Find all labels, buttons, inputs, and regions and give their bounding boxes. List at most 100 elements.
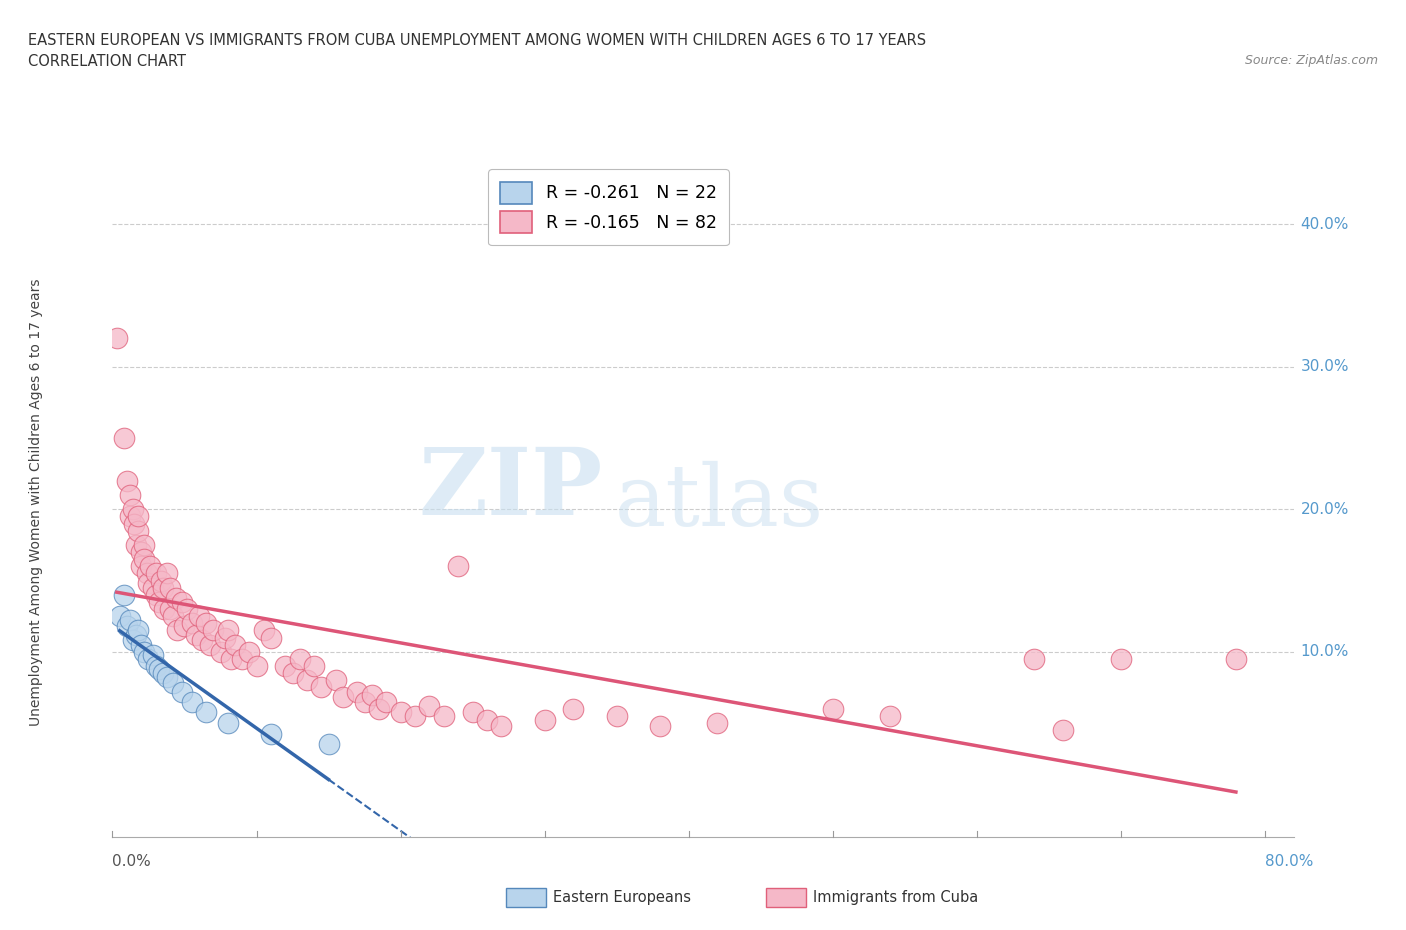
Text: CORRELATION CHART: CORRELATION CHART [28,54,186,69]
Point [418,698,440,713]
Point [112,588,135,603]
Point [375,694,398,709]
Point [1109,652,1132,667]
Point [115,618,138,633]
Point [153,602,176,617]
Point [159,602,181,617]
Point [152,666,174,681]
Text: 80.0%: 80.0% [1265,854,1313,870]
Point [134,644,156,659]
Text: ZIP: ZIP [419,444,603,534]
Text: 0.0%: 0.0% [112,854,152,870]
Point [346,684,368,699]
Point [224,637,246,652]
Point [136,566,159,581]
Point [162,609,184,624]
Point [311,680,333,695]
Point [148,661,170,676]
Point [142,580,165,595]
Point [447,559,470,574]
Point [112,431,135,445]
Point [202,623,225,638]
Point [121,502,143,517]
Point [180,694,202,709]
Point [129,545,152,560]
Point [108,609,131,624]
Point [170,594,193,609]
Point [127,509,149,524]
Point [152,580,174,595]
Point [118,487,141,502]
Text: Source: ZipAtlas.com: Source: ZipAtlas.com [1244,54,1378,67]
Point [159,580,181,595]
Point [121,633,143,648]
Point [260,631,283,645]
Point [475,712,498,727]
Point [404,709,426,724]
Point [368,701,391,716]
Point [238,644,260,659]
Point [274,658,297,673]
Point [127,524,149,538]
Point [122,516,145,531]
Point [389,704,412,719]
Point [1024,652,1046,667]
Point [139,559,162,574]
Text: 10.0%: 10.0% [1301,644,1350,659]
Point [353,694,375,709]
Point [360,687,382,702]
Point [138,576,160,591]
Point [1052,723,1074,737]
Point [173,618,195,633]
Point [325,672,347,687]
Point [245,658,267,673]
Point [105,331,128,346]
Point [129,559,152,574]
Point [150,573,173,588]
Point [433,709,456,724]
Point [156,670,179,684]
Point [217,623,239,638]
Text: Unemployment Among Women with Children Ages 6 to 17 years: Unemployment Among Women with Children A… [28,278,42,726]
Point [148,594,170,609]
Point [533,712,555,727]
Point [200,637,222,652]
Point [124,627,146,642]
Point [129,637,152,652]
Point [562,701,585,716]
Point [162,676,184,691]
Point [142,647,165,662]
Point [138,652,160,667]
Point [821,701,844,716]
Point [118,613,141,628]
Point [295,672,318,687]
Point [1225,652,1247,667]
Legend: R = -0.261   N = 22, R = -0.165   N = 82: R = -0.261 N = 22, R = -0.165 N = 82 [488,169,728,246]
Point [231,652,253,667]
Point [134,538,156,552]
Text: 40.0%: 40.0% [1301,217,1350,232]
Point [706,715,728,730]
Point [491,719,513,734]
Point [260,727,283,742]
Point [134,551,156,566]
Point [145,588,167,603]
Point [648,719,671,734]
Point [281,666,304,681]
Text: EASTERN EUROPEAN VS IMMIGRANTS FROM CUBA UNEMPLOYMENT AMONG WOMEN WITH CHILDREN : EASTERN EUROPEAN VS IMMIGRANTS FROM CUBA… [28,33,927,47]
Point [156,566,179,581]
Point [219,652,242,667]
Point [170,684,193,699]
Point [195,616,218,631]
Point [332,690,354,705]
Point [606,709,628,724]
Text: 30.0%: 30.0% [1301,359,1350,375]
Point [217,715,239,730]
Point [253,623,276,638]
Text: 20.0%: 20.0% [1301,502,1350,517]
Point [145,658,167,673]
Point [191,633,214,648]
Text: Immigrants from Cuba: Immigrants from Cuba [813,890,979,905]
Point [115,473,138,488]
Point [166,623,188,638]
